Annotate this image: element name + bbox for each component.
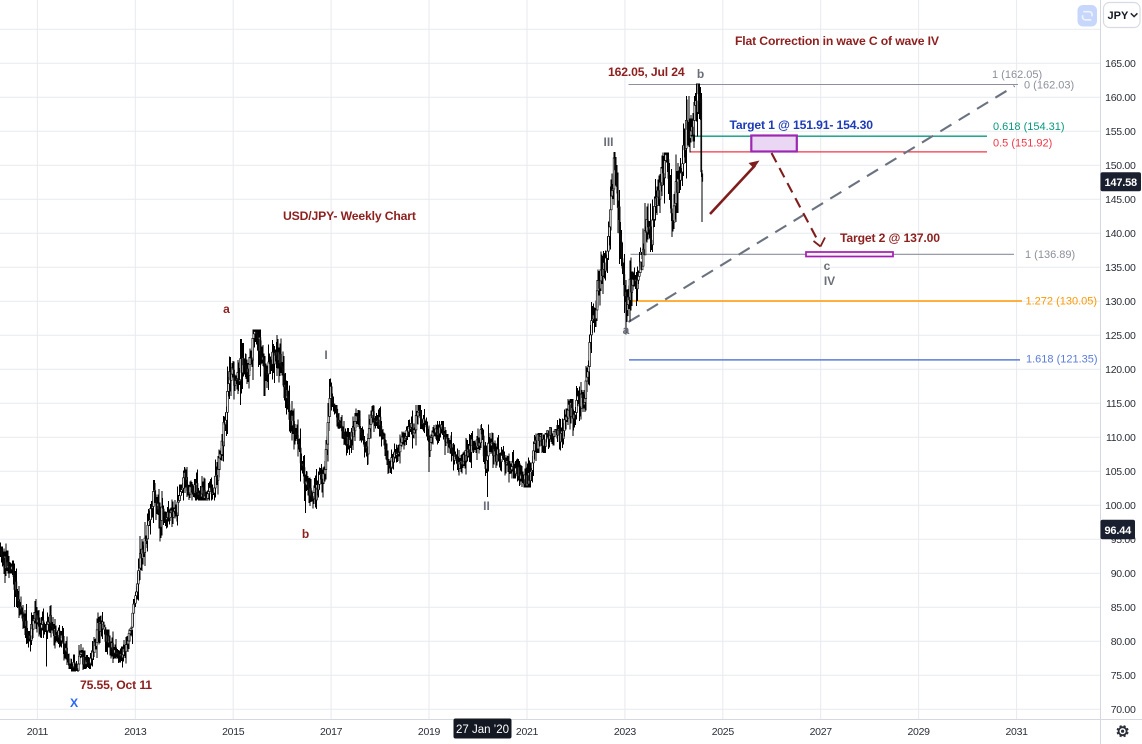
svg-text:a: a [623, 323, 630, 337]
svg-text:2019: 2019 [418, 726, 441, 738]
svg-text:90.00: 90.00 [1111, 568, 1136, 580]
svg-text:1 (162.05): 1 (162.05) [992, 69, 1042, 81]
svg-text:0.618 (154.31): 0.618 (154.31) [993, 121, 1065, 133]
svg-text:115.00: 115.00 [1106, 398, 1136, 410]
svg-text:162.05, Jul 24: 162.05, Jul 24 [608, 65, 685, 79]
svg-text:75.55, Oct 11: 75.55, Oct 11 [80, 678, 152, 692]
svg-text:USD/JPY- Weekly Chart: USD/JPY- Weekly Chart [283, 209, 416, 223]
svg-text:2013: 2013 [124, 726, 147, 738]
svg-text:I: I [324, 348, 327, 362]
svg-text:105.00: 105.00 [1105, 466, 1136, 478]
svg-text:1.272 (130.05): 1.272 (130.05) [1026, 296, 1098, 308]
svg-text:Target 1 @ 151.91- 154.30: Target 1 @ 151.91- 154.30 [730, 118, 874, 132]
svg-text:IV: IV [824, 274, 835, 288]
svg-text:140.00: 140.00 [1105, 228, 1136, 240]
svg-text:135.00: 135.00 [1105, 262, 1136, 274]
svg-text:c: c [824, 259, 831, 273]
svg-text:85.00: 85.00 [1111, 602, 1136, 614]
svg-text:27 Jan ’20: 27 Jan ’20 [456, 724, 509, 736]
svg-text:III: III [603, 135, 613, 149]
svg-text:2017: 2017 [320, 726, 343, 738]
svg-text:147.58: 147.58 [1105, 177, 1138, 189]
svg-text:145.00: 145.00 [1105, 194, 1136, 206]
svg-text:80.00: 80.00 [1111, 636, 1136, 648]
svg-text:2025: 2025 [712, 726, 735, 738]
svg-text:a: a [223, 302, 230, 316]
svg-text:1 (136.89): 1 (136.89) [1025, 249, 1075, 261]
svg-text:70.00: 70.00 [1111, 704, 1136, 716]
svg-text:100.00: 100.00 [1105, 500, 1136, 512]
svg-text:Flat Correction in wave C of w: Flat Correction in wave C of wave IV [735, 34, 940, 48]
svg-text:0 (162.03): 0 (162.03) [1024, 80, 1074, 92]
svg-text:2027: 2027 [810, 726, 833, 738]
svg-text:2021: 2021 [516, 726, 539, 738]
svg-text:155.00: 155.00 [1105, 126, 1136, 138]
svg-text:165.00: 165.00 [1105, 58, 1136, 70]
svg-text:II: II [483, 499, 490, 513]
svg-text:125.00: 125.00 [1105, 330, 1136, 342]
svg-text:130.00: 130.00 [1105, 296, 1136, 308]
svg-text:75.00: 75.00 [1111, 670, 1136, 682]
svg-text:110.00: 110.00 [1106, 432, 1136, 444]
svg-text:Target 2 @ 137.00: Target 2 @ 137.00 [840, 231, 940, 245]
svg-text:96.44: 96.44 [1105, 525, 1133, 537]
svg-text:JPY: JPY [1108, 10, 1129, 22]
svg-text:0.5 (151.92): 0.5 (151.92) [993, 138, 1052, 150]
svg-text:2023: 2023 [614, 726, 637, 738]
svg-text:120.00: 120.00 [1105, 364, 1136, 376]
svg-text:1.618 (121.35): 1.618 (121.35) [1026, 354, 1098, 366]
svg-text:b: b [302, 527, 309, 541]
svg-text:2029: 2029 [908, 726, 931, 738]
svg-text:160.00: 160.00 [1105, 92, 1136, 104]
svg-text:2015: 2015 [222, 726, 245, 738]
svg-text:2031: 2031 [1006, 726, 1029, 738]
svg-text:2011: 2011 [27, 726, 49, 738]
svg-text:b: b [697, 67, 704, 81]
svg-text:X: X [70, 696, 79, 710]
svg-text:150.00: 150.00 [1105, 160, 1136, 172]
